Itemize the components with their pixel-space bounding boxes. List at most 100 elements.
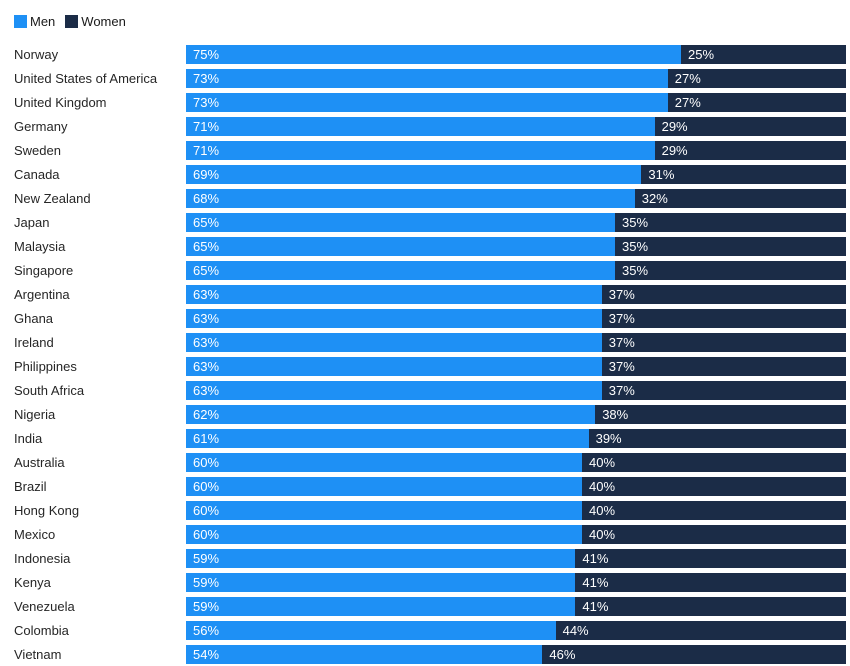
- stacked-bar: 75% 25%: [186, 44, 846, 64]
- chart-row: Norway 75% 25%: [0, 42, 850, 66]
- women-segment: 40%: [582, 500, 846, 520]
- chart-row: Germany 71% 29%: [0, 114, 850, 138]
- category-label: Kenya: [14, 574, 51, 590]
- men-segment: 63%: [186, 356, 602, 376]
- chart-row: Mexico 60% 40%: [0, 522, 850, 546]
- men-value-label: 71%: [193, 118, 220, 134]
- chart-row: Argentina 63% 37%: [0, 282, 850, 306]
- men-value-label: 71%: [193, 142, 220, 158]
- category-label: Colombia: [14, 622, 69, 638]
- men-segment: 63%: [186, 380, 602, 400]
- men-value-label: 73%: [193, 94, 220, 110]
- men-segment: 63%: [186, 284, 602, 304]
- women-segment: 31%: [641, 164, 846, 184]
- chart-row: India 61% 39%: [0, 426, 850, 450]
- men-segment: 62%: [186, 404, 596, 424]
- men-value-label: 59%: [193, 550, 220, 566]
- stacked-bar: 60% 40%: [186, 524, 846, 544]
- category-label: South Africa: [14, 382, 85, 398]
- women-value-label: 37%: [608, 382, 635, 398]
- men-segment: 56%: [186, 620, 556, 640]
- women-segment: 37%: [601, 356, 846, 376]
- women-segment: 27%: [667, 92, 846, 112]
- chart-row: Australia 60% 40%: [0, 450, 850, 474]
- stacked-bar: 65% 35%: [186, 212, 846, 232]
- women-value-label: 35%: [622, 262, 649, 278]
- men-segment: 60%: [186, 476, 582, 496]
- women-value-label: 32%: [641, 190, 668, 206]
- stacked-bar: 73% 27%: [186, 92, 846, 112]
- chart-row: South Africa 63% 37%: [0, 378, 850, 402]
- chart-row: Hong Kong 60% 40%: [0, 498, 850, 522]
- women-value-label: 25%: [688, 46, 715, 62]
- women-value-label: 37%: [608, 286, 635, 302]
- men-value-label: 60%: [193, 502, 220, 518]
- stacked-bar: 65% 35%: [186, 236, 846, 256]
- women-value-label: 37%: [608, 334, 635, 350]
- women-segment: 35%: [615, 212, 846, 232]
- men-segment: 71%: [186, 116, 655, 136]
- men-value-label: 59%: [193, 598, 220, 614]
- legend-label-women: Women: [81, 13, 126, 29]
- men-value-label: 60%: [193, 454, 220, 470]
- men-value-label: 60%: [193, 526, 220, 542]
- chart-legend: Men Women: [0, 0, 850, 29]
- men-segment: 63%: [186, 332, 602, 352]
- women-segment: 44%: [555, 620, 846, 640]
- women-segment: 41%: [575, 548, 846, 568]
- men-value-label: 65%: [193, 262, 220, 278]
- category-label: Hong Kong: [14, 502, 80, 518]
- men-value-label: 63%: [193, 286, 220, 302]
- category-label: Ireland: [14, 334, 54, 350]
- category-label: United States of America: [14, 70, 158, 86]
- chart-row: Kenya 59% 41%: [0, 570, 850, 594]
- men-value-label: 60%: [193, 478, 220, 494]
- women-segment: 27%: [667, 68, 846, 88]
- women-value-label: 41%: [582, 598, 609, 614]
- men-segment: 59%: [186, 548, 576, 568]
- women-value-label: 29%: [661, 118, 688, 134]
- chart-row: Vietnam 54% 46%: [0, 642, 850, 666]
- stacked-bar: 63% 37%: [186, 356, 846, 376]
- men-segment: 60%: [186, 452, 582, 472]
- women-value-label: 29%: [661, 142, 688, 158]
- women-segment: 41%: [575, 596, 846, 616]
- category-label: New Zealand: [14, 190, 91, 206]
- category-label: Sweden: [14, 142, 61, 158]
- men-segment: 69%: [186, 164, 642, 184]
- men-segment: 61%: [186, 428, 589, 448]
- stacked-bar: 73% 27%: [186, 68, 846, 88]
- men-value-label: 65%: [193, 214, 220, 230]
- category-label: Malaysia: [14, 238, 66, 254]
- legend-item-men: Men: [14, 14, 55, 28]
- men-segment: 71%: [186, 140, 655, 160]
- men-segment: 59%: [186, 596, 576, 616]
- stacked-bar: 59% 41%: [186, 572, 846, 592]
- women-value-label: 41%: [582, 550, 609, 566]
- women-segment: 35%: [615, 236, 846, 256]
- women-value-label: 39%: [595, 430, 622, 446]
- men-segment: 73%: [186, 92, 668, 112]
- men-segment: 65%: [186, 212, 615, 232]
- men-segment: 60%: [186, 524, 582, 544]
- category-label: Japan: [14, 214, 50, 230]
- men-value-label: 63%: [193, 382, 220, 398]
- women-value-label: 27%: [674, 70, 701, 86]
- men-value-label: 63%: [193, 334, 220, 350]
- men-value-label: 63%: [193, 358, 220, 374]
- chart-plot-area: Norway 75% 25% United States of America 73% 2…: [0, 42, 850, 666]
- category-label: Mexico: [14, 526, 56, 542]
- women-segment: 39%: [588, 428, 846, 448]
- men-value-label: 62%: [193, 406, 220, 422]
- stacked-bar: 71% 29%: [186, 116, 846, 136]
- category-label: United Kingdom: [14, 94, 107, 110]
- men-value-label: 73%: [193, 70, 220, 86]
- women-value-label: 31%: [648, 166, 675, 182]
- chart-row: Indonesia 59% 41%: [0, 546, 850, 570]
- women-value-label: 35%: [622, 238, 649, 254]
- women-segment: 40%: [582, 524, 846, 544]
- stacked-bar: 69% 31%: [186, 164, 846, 184]
- women-value-label: 40%: [589, 502, 616, 518]
- chart-row: Singapore 65% 35%: [0, 258, 850, 282]
- men-segment: 60%: [186, 500, 582, 520]
